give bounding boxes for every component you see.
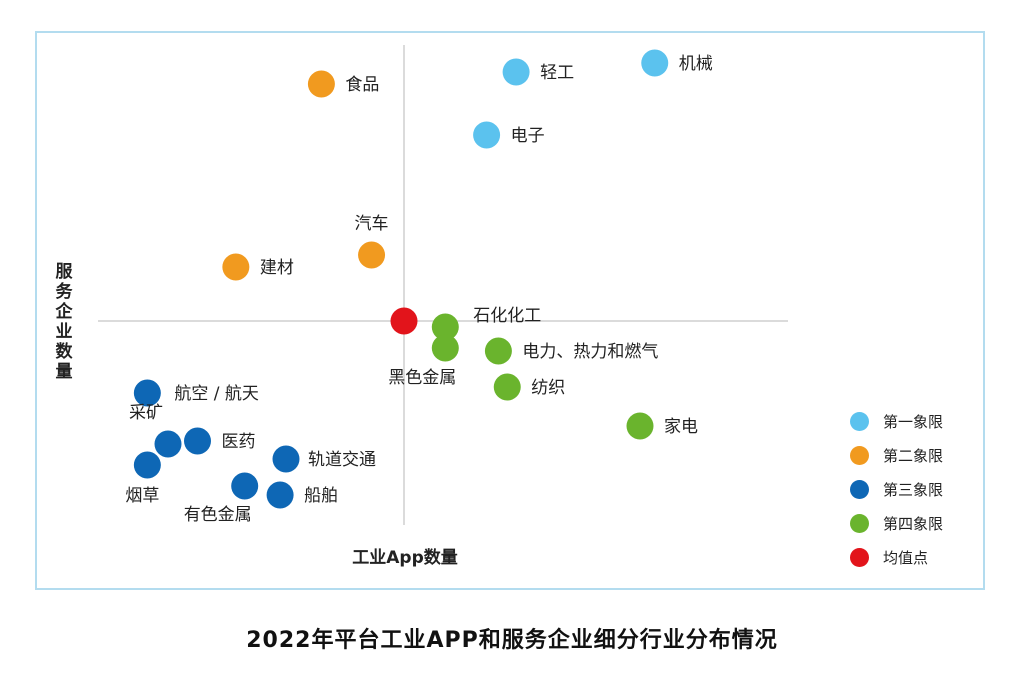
data-point (184, 427, 211, 455)
data-point (358, 241, 386, 269)
point-label: 家电 (664, 417, 698, 437)
data-point (266, 481, 294, 509)
legend-label: 第三象限 (883, 480, 944, 499)
data-point (133, 379, 161, 407)
legend-label: 第四象限 (883, 514, 944, 533)
legend-swatch (850, 479, 869, 499)
legend-label: 均值点 (883, 548, 929, 567)
point-label: 建材 (260, 258, 294, 278)
legend-swatch (850, 547, 869, 567)
point-label: 轻工 (540, 63, 574, 83)
legend-item-q4: 第四象限 (850, 512, 943, 534)
data-point (626, 412, 654, 440)
data-point (272, 445, 300, 473)
data-point (231, 472, 259, 500)
data-point (431, 313, 459, 341)
x-axis-label: 工业App数量 (352, 548, 458, 568)
data-point (493, 373, 521, 401)
point-label: 食品 (345, 75, 379, 95)
point-label: 采矿 (129, 403, 163, 423)
point-label: 电子 (511, 126, 545, 146)
chart-frame (35, 31, 985, 590)
data-point (484, 337, 512, 365)
mean-point-marker (390, 307, 418, 335)
data-point (431, 334, 459, 362)
point-label: 航空 / 航天 (174, 384, 259, 404)
y-axis-label: 服务企业数量 (55, 262, 73, 382)
data-point (307, 70, 335, 98)
legend-label: 第二象限 (883, 446, 944, 465)
point-label: 轨道交通 (308, 450, 376, 470)
legend-item-mean: 均值点 (850, 546, 928, 568)
legend-label: 第一象限 (883, 412, 944, 431)
legend-item-q2: 第二象限 (850, 444, 943, 466)
point-label: 医药 (222, 432, 256, 452)
data-point (222, 253, 250, 281)
chart-title: 2022年平台工业APP和服务企业细分行业分布情况 (246, 628, 778, 653)
point-label: 船舶 (304, 486, 338, 506)
legend-item-q3: 第三象限 (850, 478, 943, 500)
legend-swatch (850, 445, 869, 465)
point-label: 电力、热力和燃气 (522, 342, 658, 362)
data-point (133, 451, 161, 479)
point-label: 黑色金属 (388, 368, 456, 388)
point-label: 机械 (679, 54, 713, 74)
data-point (473, 121, 501, 149)
data-point (641, 49, 669, 77)
point-label: 石化化工 (473, 306, 541, 326)
point-label: 汽车 (355, 214, 389, 234)
legend-item-q1: 第一象限 (850, 410, 943, 432)
point-label: 有色金属 (184, 505, 252, 525)
point-label: 纺织 (531, 378, 565, 398)
data-point (154, 430, 182, 458)
legend-swatch (850, 513, 869, 533)
data-point (502, 58, 530, 86)
legend-swatch (850, 411, 869, 431)
point-label: 烟草 (125, 486, 159, 506)
